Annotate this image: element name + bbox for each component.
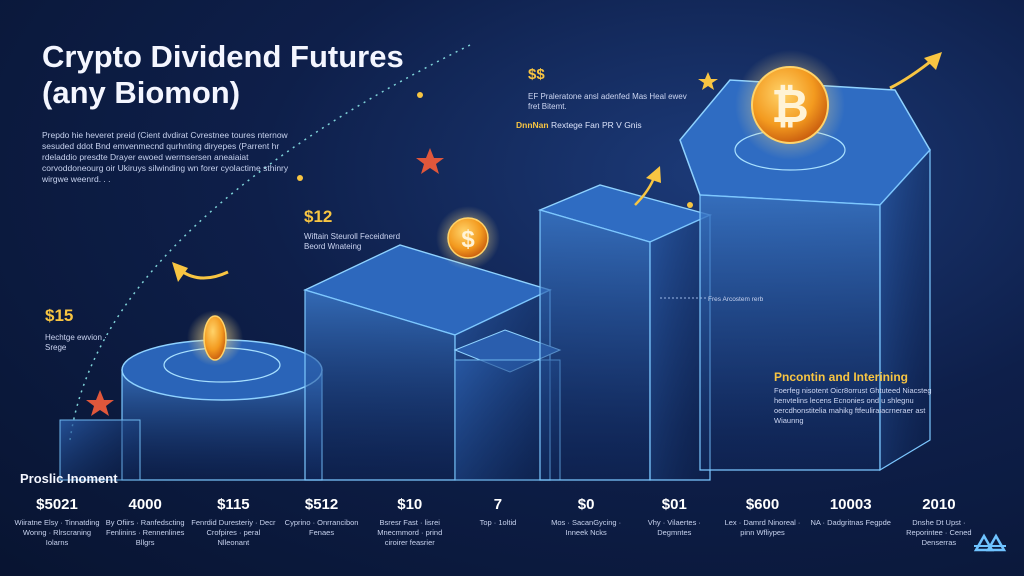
stat-value: $512 bbox=[304, 496, 339, 513]
growth-arrow-icon bbox=[179, 268, 229, 280]
step3-tag-strong: DnnNan bbox=[516, 120, 549, 130]
stat-item: $01 Vhy · Vilaertes · Degmntes bbox=[631, 496, 717, 548]
growth-arrow-icon bbox=[889, 56, 936, 90]
star-icon bbox=[416, 148, 444, 174]
step1-note: Hechtge ewvion · Srege bbox=[45, 333, 107, 352]
stat-item: 2010 Dnshe Dt Upst · Reporintee · Cened D… bbox=[896, 496, 982, 548]
stats-section-label: Proslic Inoment bbox=[20, 471, 118, 486]
stat-value: 10003 bbox=[829, 496, 872, 513]
stat-value: $10 bbox=[397, 496, 423, 513]
growth-arrow-icon bbox=[172, 262, 188, 282]
stat-value: $5021 bbox=[36, 496, 78, 513]
stat-description: Cyprino · Onrrancibon Fenaes bbox=[284, 518, 359, 537]
step2-price: $12 bbox=[304, 207, 333, 226]
stat-item: 4000 By Ofiirs · Ranfedscting Fenlinins ·… bbox=[102, 496, 188, 548]
stats-row: $5021 Wiiratne Elsy · Tinnatding Wonng · … bbox=[14, 496, 982, 548]
stat-description: Vhy · Vilaertes · Degmntes bbox=[647, 518, 701, 537]
stat-description: Bsresr Fast · lisrei Mnecmmord · prind c… bbox=[377, 518, 443, 547]
stat-value: $600 bbox=[745, 496, 780, 513]
stat-value: 7 bbox=[493, 496, 503, 513]
step3-tag: DnnNan Rextege Fan PR V Gnis bbox=[516, 120, 642, 130]
tower-callout-label: Fres Arcostem rerb bbox=[708, 296, 764, 303]
stat-value: 4000 bbox=[128, 496, 162, 513]
step2-note: Wiftain Steuroll Feceidnerd Beord Wnatei… bbox=[304, 232, 401, 251]
stat-description: Wiiratne Elsy · Tinnatding Wonng · Rlrsc… bbox=[14, 518, 100, 547]
stat-item: $10 Bsresr Fast · lisrei Mnecmmord · prin… bbox=[367, 496, 453, 548]
side-heading: Pncontin and Interining bbox=[774, 370, 908, 384]
stat-description: Mos · SacanGycing · Inneek Ncks bbox=[551, 518, 622, 537]
page-title: Crypto Dividend Futures bbox=[42, 39, 404, 74]
stat-description: Fenrdid Duresteriy · Decr Crofpires · pe… bbox=[191, 518, 276, 547]
page-subtitle: (any Biomon) bbox=[42, 75, 241, 110]
stat-description: Lex · Damrd Ninoreal · pinn Wfliypes bbox=[724, 518, 801, 537]
arc-dot bbox=[297, 175, 303, 181]
step3-note: EF Praleratone ansl adenfed Mas Heal ewe… bbox=[528, 92, 687, 111]
stat-item: $115 Fenrdid Duresteriy · Decr Crofpires … bbox=[190, 496, 276, 548]
bitcoin-coin-icon: ₿ bbox=[735, 50, 845, 160]
stat-description: NA · Dadgritnas Fegpde bbox=[810, 518, 891, 527]
star-icon bbox=[698, 72, 718, 90]
stat-item: $0 Mos · SacanGycing · Inneek Ncks bbox=[543, 496, 629, 548]
step1-platform bbox=[59, 339, 323, 481]
arc-dot bbox=[687, 202, 693, 208]
growth-arrow-icon bbox=[924, 52, 942, 70]
star-icon bbox=[86, 390, 114, 416]
stat-description: Dnshe Dt Upst · Reporintee · Cened Dense… bbox=[906, 518, 972, 547]
step2-block bbox=[303, 244, 562, 481]
stat-value: $0 bbox=[577, 496, 595, 513]
step3-tag-text: Rextege Fan PR V Gnis bbox=[550, 120, 642, 130]
stat-value: $01 bbox=[661, 496, 687, 513]
brand-logo-icon bbox=[973, 533, 1007, 552]
intro-paragraph: Prepdo hie heveret preid (Cient dvdirat … bbox=[42, 130, 289, 184]
stat-value: 2010 bbox=[922, 496, 956, 513]
arc-dot bbox=[417, 92, 423, 98]
small-coin-icon bbox=[187, 310, 243, 366]
stat-description: By Ofiirs · Ranfedscting Fenlinins · Ren… bbox=[105, 518, 185, 547]
growth-arrow-icon bbox=[646, 166, 661, 183]
stat-value: $115 bbox=[217, 496, 250, 513]
stat-item: $512 Cyprino · Onrrancibon Fenaes bbox=[279, 496, 365, 548]
step3-tower bbox=[537, 184, 713, 481]
stat-item: $5021 Wiiratne Elsy · Tinnatding Wonng · … bbox=[14, 496, 100, 548]
stat-description: Top · 1oltid bbox=[479, 518, 517, 527]
stat-item: $600 Lex · Damrd Ninoreal · pinn Wfliypes bbox=[720, 496, 806, 548]
step1-price: $15 bbox=[45, 306, 74, 325]
stat-item: 7 Top · 1oltid bbox=[455, 496, 541, 548]
svg-text:₿: ₿ bbox=[771, 80, 809, 132]
dollar-coin-icon: $ bbox=[436, 206, 500, 270]
stat-item: 10003 NA · Dadgritnas Fegpde bbox=[808, 496, 894, 548]
svg-text:$: $ bbox=[461, 226, 475, 253]
step3-price: $$ bbox=[528, 66, 545, 83]
side-body-text: Foerfeg nisotent Oicr8orrust Ghtuteed Ni… bbox=[774, 386, 932, 425]
